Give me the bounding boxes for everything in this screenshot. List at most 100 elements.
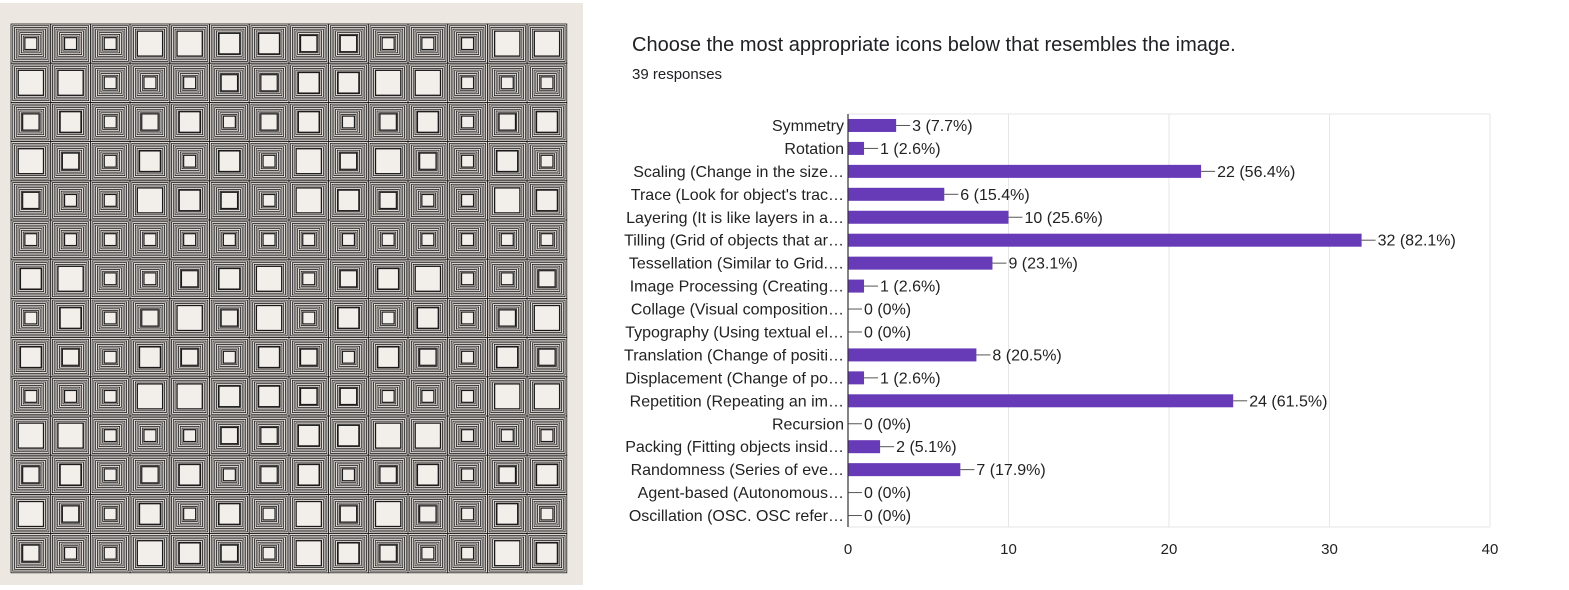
- artwork-cell: [209, 533, 250, 574]
- artwork-cell: [367, 493, 409, 534]
- data-label: 0 (0%): [864, 324, 911, 341]
- data-label: 6 (15.4%): [960, 187, 1029, 204]
- artwork-cell: [169, 258, 210, 299]
- artwork-cell: [526, 219, 568, 260]
- artwork-cell: [10, 415, 52, 456]
- artwork-cell: [447, 141, 488, 182]
- artwork-cell: [10, 141, 52, 182]
- category-label: Recursion: [772, 416, 844, 433]
- artwork-cell: [367, 219, 409, 260]
- artwork-cell: [90, 337, 131, 378]
- artwork-cell: [288, 297, 329, 338]
- artwork-cell: [367, 415, 409, 456]
- artwork-cell: [328, 258, 369, 299]
- artwork-cell: [447, 102, 488, 143]
- artwork-cell: [90, 62, 131, 103]
- artwork-cell: [129, 141, 171, 182]
- bar: [848, 141, 865, 155]
- x-tick-label: 30: [1321, 541, 1338, 558]
- category-label: Displacement (Change of po…: [625, 370, 844, 387]
- artwork-cell: [367, 533, 409, 574]
- artwork-cell: [328, 337, 369, 378]
- artwork-cell: [447, 258, 488, 299]
- artwork-cell: [526, 415, 568, 456]
- data-label: 0 (0%): [864, 302, 911, 319]
- artwork-cell: [209, 415, 250, 456]
- artwork-cell: [10, 533, 52, 574]
- artwork-cell: [367, 454, 409, 495]
- artwork-cell: [526, 102, 568, 143]
- artwork-cell: [367, 180, 409, 221]
- data-label: 1 (2.6%): [880, 279, 940, 296]
- artwork-cell: [50, 258, 91, 299]
- artwork-cell: [526, 62, 568, 103]
- data-label: 22 (56.4%): [1217, 164, 1295, 181]
- artwork-cell: [169, 533, 210, 574]
- artwork-cell: [248, 297, 290, 338]
- artwork-cell: [90, 297, 131, 338]
- artwork-cell: [288, 102, 329, 143]
- artwork-cell: [486, 415, 528, 456]
- artwork-image: [0, 3, 583, 585]
- artwork-cell: [90, 533, 131, 574]
- artwork-cell: [129, 415, 171, 456]
- artwork-cell: [288, 62, 329, 103]
- artwork-cell: [486, 376, 528, 417]
- x-tick-label: 20: [1161, 541, 1178, 558]
- bar: [848, 187, 945, 201]
- category-label: Translation (Change of positi…: [624, 347, 844, 364]
- category-label: Collage (Visual composition…: [631, 302, 844, 319]
- artwork-cell: [367, 337, 409, 378]
- x-tick-label: 0: [844, 541, 852, 558]
- artwork-cell: [209, 62, 250, 103]
- artwork-cell: [10, 23, 52, 64]
- artwork-cell: [90, 180, 131, 221]
- artwork-cell: [526, 23, 568, 64]
- category-label: Repetition (Repeating an im…: [630, 393, 844, 410]
- category-label: Packing (Fitting objects insid…: [625, 439, 844, 456]
- data-label: 10 (25.6%): [1025, 210, 1103, 227]
- artwork-cell: [486, 141, 528, 182]
- category-label: Agent-based (Autonomous…: [638, 485, 844, 502]
- artwork-cell: [169, 23, 210, 64]
- artwork-cell: [407, 258, 449, 299]
- data-label: 3 (7.7%): [912, 118, 972, 135]
- artwork-cell: [486, 454, 528, 495]
- data-label: 9 (23.1%): [1008, 256, 1077, 273]
- category-label: Image Processing (Creating…: [630, 279, 844, 296]
- artwork-cell: [407, 141, 449, 182]
- question-title: Choose the most appropriate icons below …: [632, 34, 1236, 56]
- artwork-cell: [367, 258, 409, 299]
- bar: [848, 279, 865, 293]
- artwork-cell: [486, 62, 528, 103]
- bar: [848, 371, 865, 385]
- category-label: Randomness (Series of eve…: [631, 462, 844, 479]
- artwork-cell: [248, 141, 290, 182]
- artwork-cell: [209, 180, 250, 221]
- bar: [848, 233, 1362, 247]
- artwork-cell: [50, 23, 91, 64]
- x-tick-label: 10: [1000, 541, 1017, 558]
- x-tick-label: 40: [1482, 541, 1499, 558]
- artwork-cell: [447, 23, 488, 64]
- artwork-cell: [526, 376, 568, 417]
- artwork-cell: [209, 454, 250, 495]
- data-label: 1 (2.6%): [880, 141, 940, 158]
- artwork-cell: [209, 23, 250, 64]
- artwork-cell: [129, 102, 171, 143]
- artwork-cell: [486, 258, 528, 299]
- artwork-cell: [129, 493, 171, 534]
- concentric-squares-artwork: [0, 3, 583, 585]
- artwork-cell: [447, 297, 488, 338]
- data-label: 0 (0%): [864, 485, 911, 502]
- artwork-cell: [90, 493, 131, 534]
- data-label: 32 (82.1%): [1378, 233, 1456, 250]
- artwork-cell: [367, 376, 409, 417]
- data-label: 24 (61.5%): [1249, 393, 1327, 410]
- category-label: Typography (Using textual el…: [625, 324, 844, 341]
- artwork-cell: [328, 62, 369, 103]
- artwork-cell: [288, 493, 329, 534]
- artwork-cell: [169, 297, 210, 338]
- artwork-cell: [90, 23, 131, 64]
